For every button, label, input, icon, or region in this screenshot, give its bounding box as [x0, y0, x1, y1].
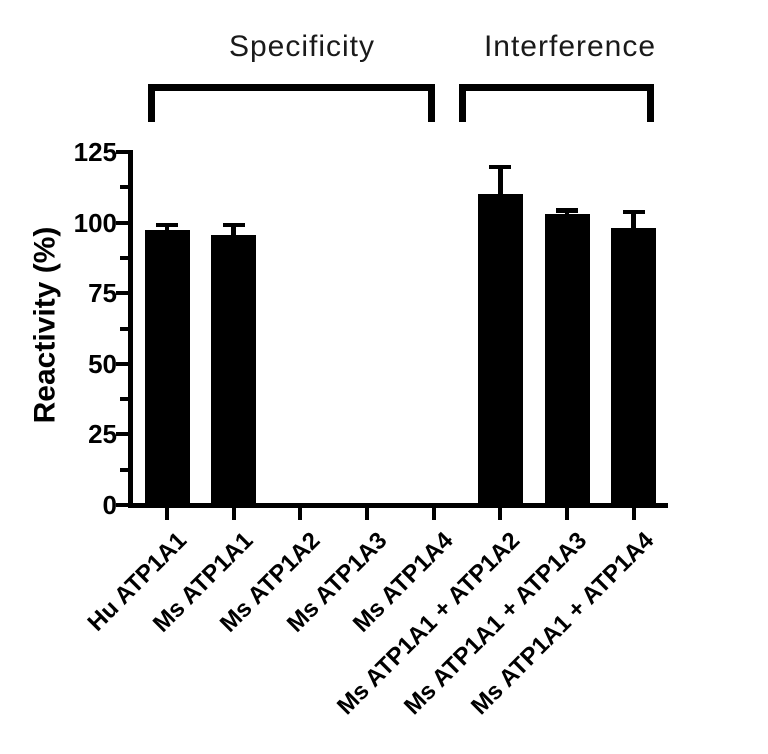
y-tick-label: 125	[73, 137, 117, 167]
specificity-bracket-left-leg	[148, 84, 155, 122]
error-bar-stem	[564, 211, 570, 215]
interference-bracket	[459, 84, 654, 122]
error-bar-stem	[498, 168, 503, 195]
error-bar-stem	[231, 226, 236, 236]
bar	[611, 228, 657, 507]
bar	[211, 235, 257, 507]
y-tick-label: 50	[88, 348, 117, 379]
error-bar-cap	[156, 222, 178, 228]
specificity-bracket	[148, 84, 435, 122]
y-minor-tick	[120, 467, 128, 472]
y-major-tick	[116, 432, 128, 437]
y-minor-tick	[120, 185, 128, 190]
specificity-bracket-bar	[148, 84, 435, 91]
x-tick	[431, 508, 436, 520]
y-tick-label: 0	[102, 490, 117, 520]
interference-bracket-left-leg	[459, 84, 466, 122]
y-major-tick	[116, 503, 128, 507]
interference-bracket-bar	[459, 84, 654, 91]
y-major-tick	[116, 220, 128, 225]
y-minor-tick	[120, 397, 128, 402]
y-minor-tick	[120, 255, 128, 260]
error-bar-cap	[489, 164, 512, 170]
x-tick	[165, 508, 169, 520]
error-bar-cap	[222, 222, 245, 228]
interference-bracket-right-leg	[647, 84, 654, 122]
y-major-tick	[116, 150, 128, 154]
x-tick	[498, 508, 503, 520]
y-minor-tick	[120, 326, 128, 331]
y-tick-label: 25	[88, 419, 117, 450]
x-tick	[231, 508, 236, 520]
group-label-interference: Interference	[483, 30, 657, 63]
bar	[477, 194, 523, 507]
error-bar-cap	[622, 209, 645, 215]
y-axis-line	[128, 150, 133, 508]
x-axis-line	[128, 503, 668, 508]
specificity-bracket-right-leg	[428, 84, 435, 122]
y-axis-title-text: Reactivity (%)	[28, 226, 62, 424]
x-tick	[631, 508, 636, 520]
error-bar-stem	[631, 213, 636, 229]
y-tick-label: 100	[73, 207, 117, 238]
error-bar-cap	[556, 208, 579, 213]
bar	[144, 229, 190, 507]
group-label-specificity: Specificity	[228, 30, 376, 63]
bar	[544, 214, 590, 507]
y-major-tick	[116, 291, 128, 296]
x-tick	[565, 508, 570, 520]
error-bar-stem	[164, 226, 170, 230]
y-tick-label: 75	[88, 278, 117, 309]
x-tick	[298, 508, 303, 520]
x-tick	[365, 508, 369, 520]
y-major-tick	[116, 361, 128, 366]
